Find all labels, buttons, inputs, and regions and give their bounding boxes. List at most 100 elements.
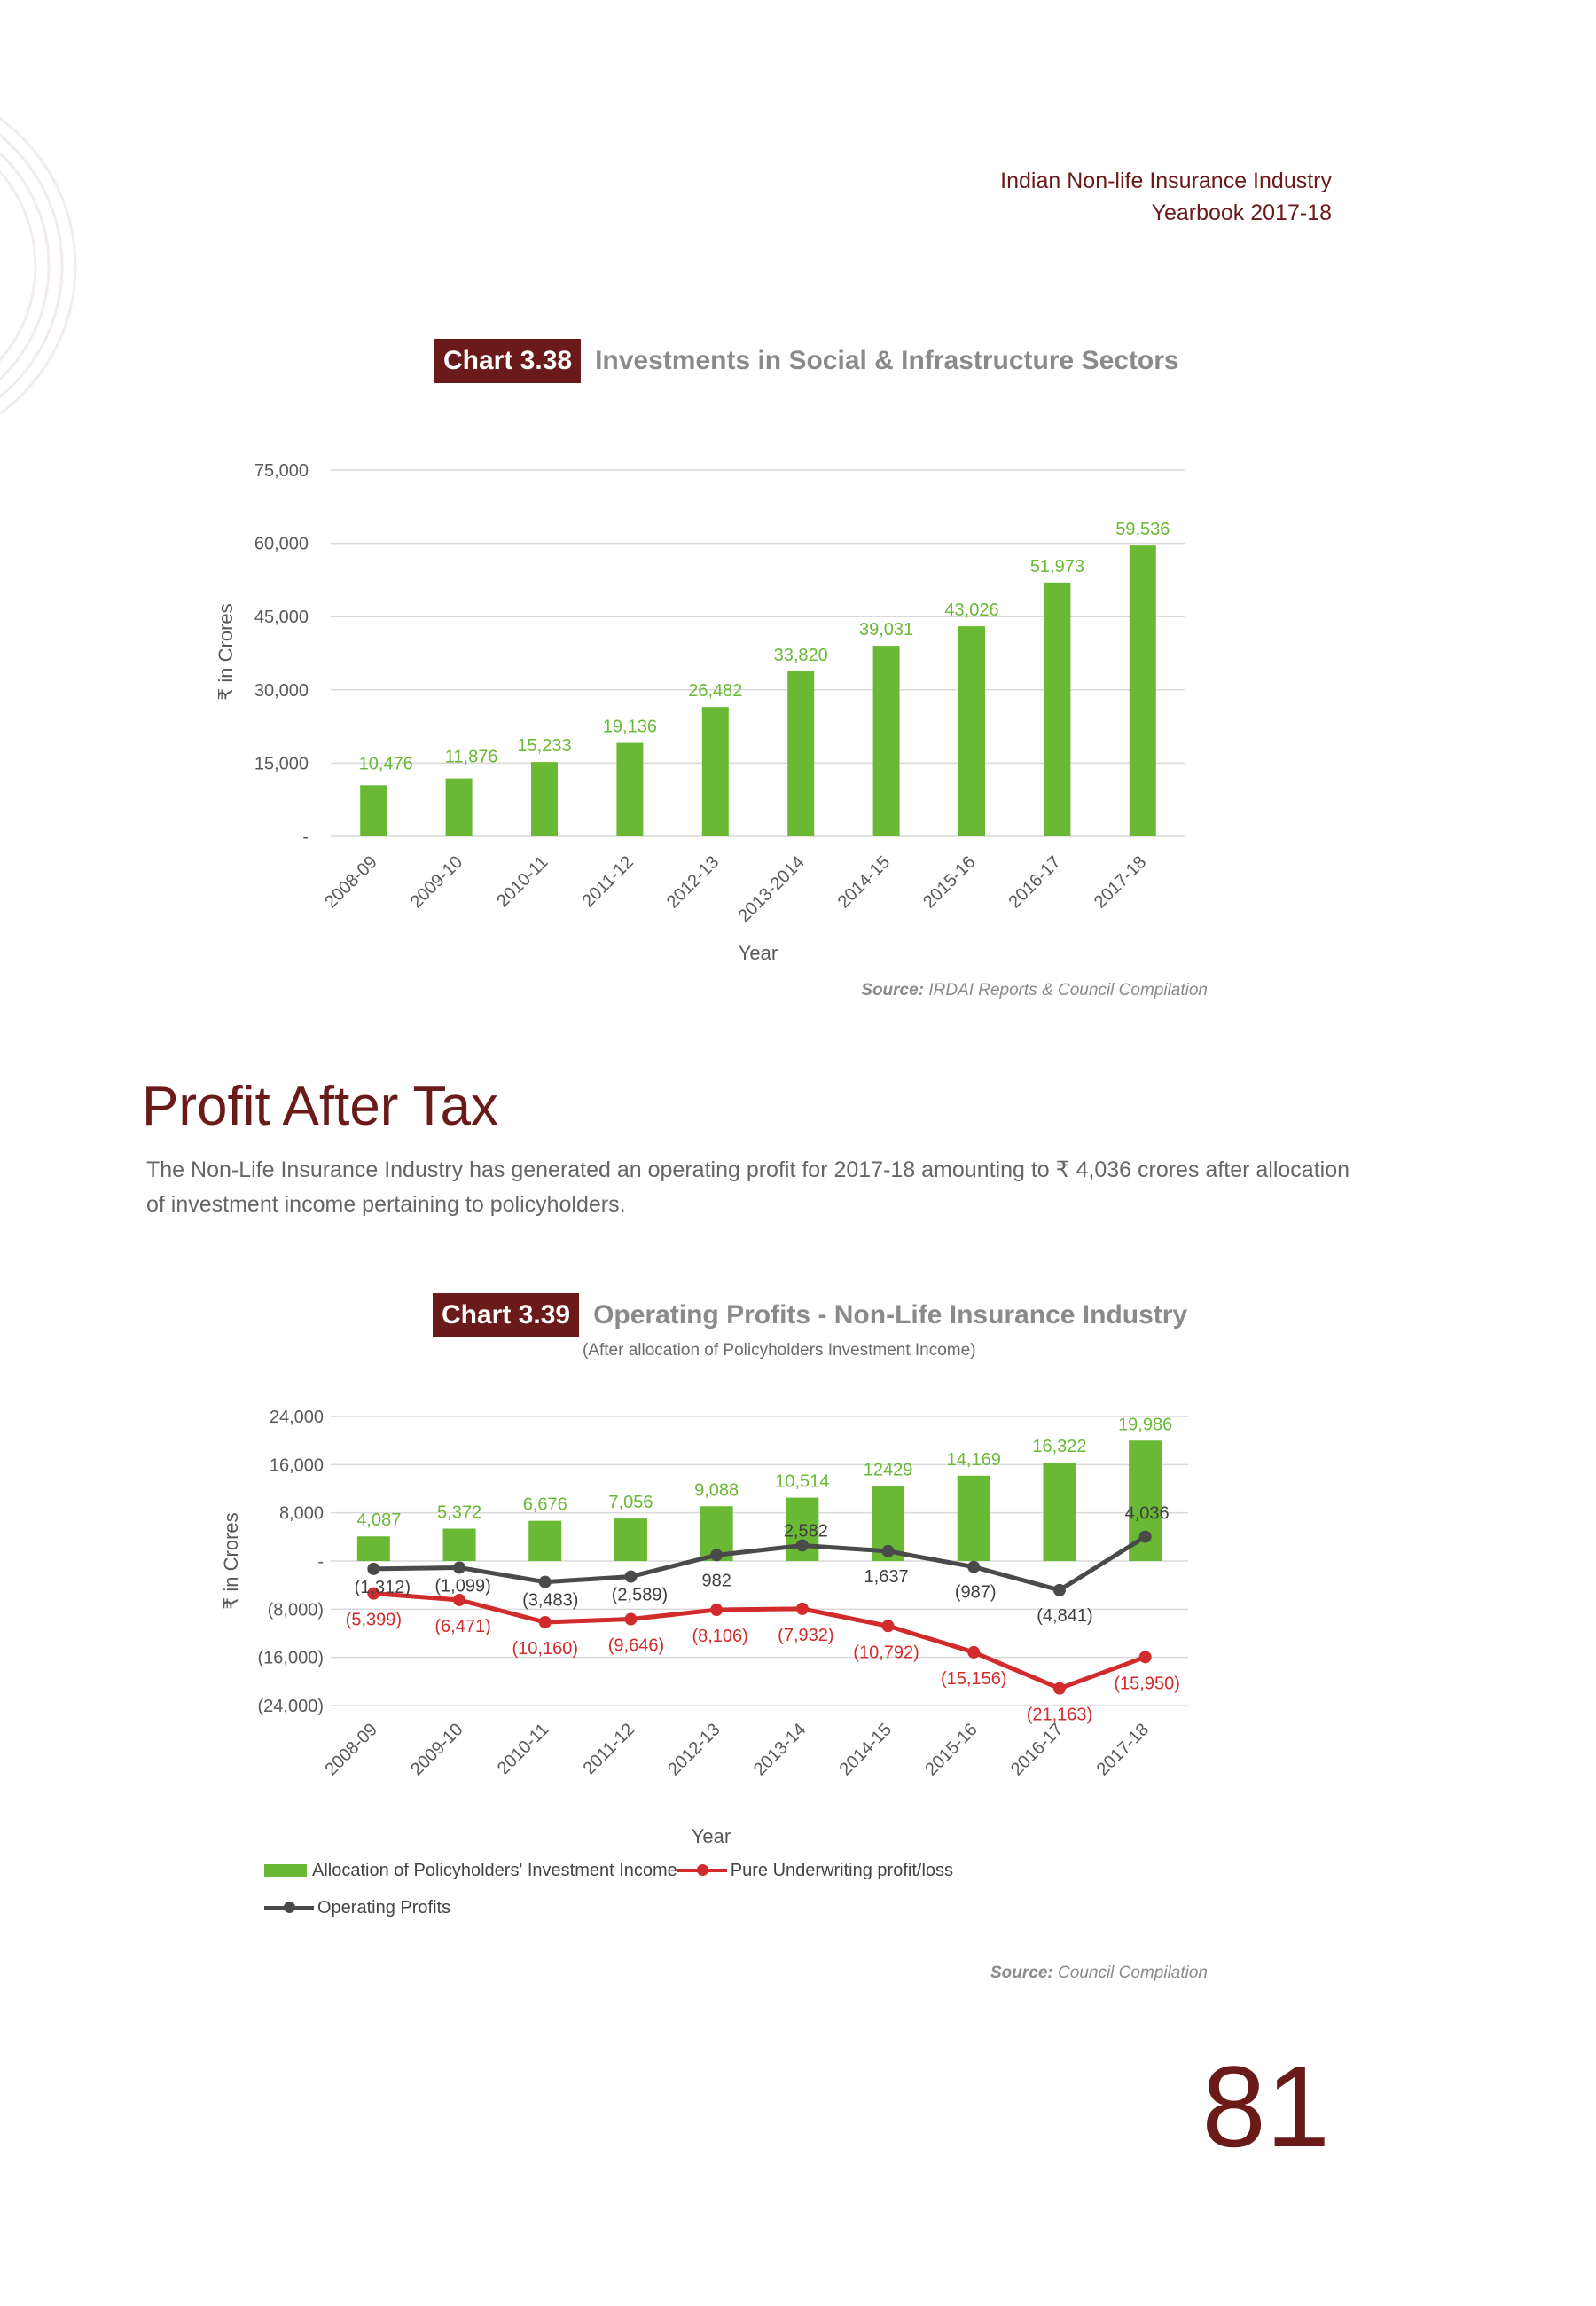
- y-tick-label: 8,000: [279, 1504, 324, 1524]
- operating-line: [373, 1534, 1146, 1593]
- legend-swatch-red-line: [677, 1864, 727, 1876]
- chart-3-39: 24,000 16,000 8,000 - (8,000) (16,000) (24,000…: [220, 1408, 1188, 1847]
- data-label: 9,088: [694, 1480, 739, 1500]
- x-tick-label: 2012-13: [664, 1720, 724, 1779]
- operating-point: [453, 1561, 466, 1574]
- y-tick-label: 75,000: [254, 461, 309, 481]
- source-label: Source:: [861, 981, 925, 1000]
- data-label: 59,536: [1115, 520, 1170, 539]
- chart-subtitle: (After allocation of Policyholders Inves…: [583, 1341, 976, 1360]
- chart-title: Operating Profits - Non-Life Insurance I…: [593, 1300, 1188, 1329]
- operating-point: [710, 1549, 724, 1562]
- x-axis-label: Year: [692, 1825, 731, 1847]
- y-tick-label: 30,000: [254, 681, 309, 701]
- data-label: 10,514: [775, 1472, 829, 1492]
- data-label: 16,322: [1032, 1437, 1086, 1456]
- underwriting-data-label: (8,106): [692, 1627, 747, 1646]
- chart2-legend: Allocation of Policyholders' Investment …: [264, 1852, 953, 1926]
- y-tick-label: -: [302, 827, 309, 847]
- operating-point: [881, 1544, 895, 1557]
- bar: [616, 742, 644, 836]
- page-number: 81: [1201, 2042, 1330, 2171]
- data-label: 5,372: [437, 1503, 481, 1523]
- underwriting-point: [538, 1616, 552, 1629]
- operating-data-label: 4,036: [1125, 1504, 1170, 1524]
- underwriting-data-label: (15,156): [941, 1669, 1007, 1689]
- underwriting-data-label: (21,163): [1027, 1706, 1093, 1725]
- operating-point: [795, 1539, 809, 1552]
- operating-data-label: (4,841): [1037, 1606, 1092, 1626]
- x-tick-label: 2008-09: [321, 1720, 380, 1779]
- underwriting-point: [367, 1587, 380, 1600]
- underwriting-data-label: (6,471): [434, 1617, 490, 1636]
- page-header: Indian Non-life Insurance Industry Yearb…: [1000, 165, 1332, 229]
- underwriting-line: [373, 1591, 1146, 1691]
- underwriting-point: [795, 1602, 809, 1615]
- legend-item-underwriting: Pure Underwriting profit/loss: [677, 1852, 953, 1889]
- chart2-source: Source: Council Compilation: [990, 1964, 1208, 1983]
- bar: [701, 707, 729, 836]
- data-label: 6,676: [523, 1495, 567, 1515]
- underwriting-data-label: (9,646): [608, 1636, 664, 1656]
- underwriting-data-label: (7,932): [778, 1626, 833, 1645]
- data-label: 19,136: [603, 718, 657, 737]
- y-tick-label: (8,000): [268, 1600, 324, 1620]
- operating-data-label: 1,637: [864, 1567, 909, 1587]
- header-line-1: Indian Non-life Insurance Industry: [1000, 169, 1332, 193]
- operating-point: [1052, 1583, 1066, 1596]
- operating-point: [1138, 1530, 1152, 1543]
- source-label: Source:: [990, 1964, 1053, 1982]
- bar: [957, 1475, 990, 1561]
- legend-swatch-bar: [264, 1864, 307, 1877]
- data-label: 7,056: [608, 1493, 653, 1512]
- y-axis-label: ₹ in Crores: [220, 1512, 242, 1609]
- legend-label: Allocation of Policyholders' Investment …: [312, 1860, 677, 1880]
- underwriting-point: [1138, 1651, 1152, 1664]
- y-tick-label: 60,000: [254, 535, 309, 554]
- y-tick-label: 45,000: [254, 608, 309, 627]
- data-label: 11,876: [445, 748, 498, 767]
- bar: [528, 1520, 562, 1561]
- operating-point: [538, 1575, 552, 1588]
- operating-data-label: (2,589): [612, 1586, 668, 1605]
- underwriting-data-label: (10,160): [512, 1639, 579, 1659]
- bar: [787, 671, 815, 836]
- bar: [1043, 1463, 1076, 1561]
- y-tick-label: (24,000): [258, 1697, 325, 1716]
- chart-3-38: -15,00030,00045,00060,00075,00010,476200…: [215, 461, 1185, 964]
- source-text: Council Compilation: [1058, 1964, 1208, 1982]
- y-tick-label: 16,000: [270, 1455, 324, 1475]
- underwriting-point: [453, 1593, 466, 1606]
- underwriting-point: [624, 1612, 638, 1626]
- bar: [356, 1536, 390, 1561]
- chart-badge: Chart 3.39: [433, 1293, 580, 1337]
- bar: [872, 646, 900, 836]
- operating-data-label: 2,582: [784, 1521, 828, 1541]
- underwriting-point: [967, 1645, 981, 1659]
- operating-data-label: (1,099): [434, 1576, 490, 1596]
- bar: [531, 762, 558, 836]
- x-tick-label: 2017-18: [1093, 1720, 1153, 1779]
- data-label: 10,476: [359, 754, 413, 773]
- x-tick-label: 2014-15: [836, 1720, 896, 1779]
- y-tick-label: (16,000): [258, 1649, 325, 1668]
- bar: [1044, 582, 1071, 836]
- underwriting-data-label: (15,950): [1114, 1674, 1180, 1693]
- operating-data-label: (3,483): [522, 1591, 578, 1611]
- bar: [445, 778, 473, 836]
- y-tick-label: -: [317, 1552, 324, 1572]
- legend-label: Operating Profits: [317, 1897, 451, 1918]
- bar: [360, 785, 387, 836]
- x-tick-label: 2010-11: [494, 1720, 552, 1778]
- legend-label: Pure Underwriting profit/loss: [730, 1860, 954, 1880]
- y-tick-label: 24,000: [270, 1408, 324, 1427]
- legend-swatch-grey-line: [264, 1902, 314, 1913]
- chart1-source: Source: IRDAI Reports & Council Compilat…: [861, 981, 1208, 1000]
- decorative-arcs: [0, 116, 77, 416]
- chart-3-39-heading: Chart 3.39 Operating Profits - Non-Life …: [433, 1293, 1187, 1337]
- underwriting-point: [710, 1604, 724, 1617]
- operating-data-label: (1,312): [355, 1578, 411, 1597]
- y-axis-label: ₹ in Crores: [215, 603, 237, 700]
- underwriting-data-label: (10,792): [853, 1643, 919, 1662]
- legend-item-operating: Operating Profits: [264, 1889, 953, 1926]
